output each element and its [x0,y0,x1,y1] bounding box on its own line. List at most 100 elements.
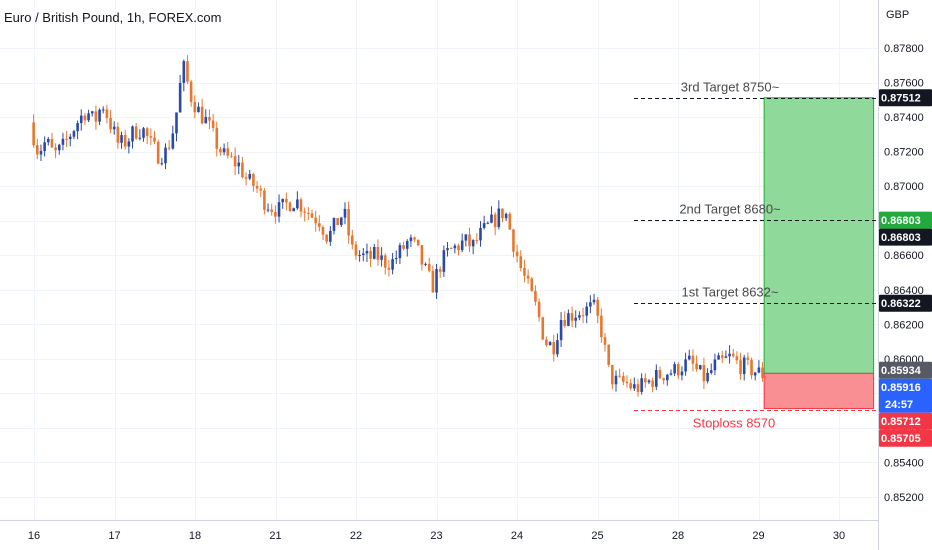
candle-up [68,136,72,140]
price-tag [879,412,932,430]
candle-down [94,111,98,122]
candle-down [109,117,112,130]
candle-down [515,251,519,257]
candle-up [684,359,687,372]
candle-down [354,244,358,256]
candle-up [101,109,105,111]
candle-up [435,269,438,293]
time-tick-label: 25 [591,530,603,542]
candle-down [186,61,189,82]
candle-up [43,142,46,152]
candle-down [420,245,424,265]
candle-down [731,353,735,357]
profit-zone [763,97,875,374]
price-tag-value: 0.85916 [881,382,921,394]
candle-up [446,248,449,251]
candle-up [222,148,226,153]
candle-down [735,356,739,361]
candle-up [479,227,482,241]
candle-down [501,208,504,219]
candle-down [530,278,534,291]
candle-down [226,148,230,156]
price-tag [879,429,932,447]
candle-up [757,367,761,373]
candle-up [365,250,369,254]
candle-up [358,255,361,257]
candle-up [61,138,65,145]
candle-down [252,174,255,186]
time-tick-label: 22 [350,530,362,542]
candle-down [702,365,706,382]
candle-down [347,208,350,236]
candle-down [581,315,585,317]
candle-down [468,234,471,247]
candle-up [706,372,709,382]
candle-up [567,313,570,326]
candle-up [292,208,295,212]
candle-down [508,213,512,230]
price-tag [879,89,932,107]
candle-up [57,144,61,151]
candle-down [512,229,515,252]
candle-up [237,162,241,167]
candle-down [739,360,742,375]
price-tag-value: 0.86803 [881,215,921,227]
candle-up [182,61,186,83]
target-label: 3rd Target 8750~ [681,80,780,95]
time-tick-label: 29 [752,530,764,542]
candle-up [127,141,131,147]
candle-up [138,137,142,139]
candle-up [728,353,731,357]
candle-down [350,235,354,245]
candle-down [189,81,193,102]
candle-down [288,202,292,212]
stoploss-label: Stoploss 8570 [693,416,775,431]
candle-up [589,302,592,307]
candle-down [219,148,222,153]
candle-down [156,141,160,164]
price-tick-label: 0.87800 [884,43,924,55]
candle-up [98,109,101,122]
target-label: 2nd Target 8680~ [679,202,781,217]
candle-up [79,115,83,124]
candle-up [633,384,636,389]
price-tag [879,294,932,312]
candle-down [259,188,263,191]
candle-down [123,135,127,147]
candle-down [526,275,530,279]
candle-up [742,357,746,375]
candle-down [376,247,380,260]
candle-down [431,270,435,293]
candle-up [647,380,651,383]
price-tag [879,228,932,246]
candle-down [636,384,640,392]
candle-up [171,133,175,149]
candle-up [204,117,208,124]
candle-down [449,248,453,250]
candle-down [241,162,244,178]
candle-down [325,234,328,242]
grid-lines [0,0,878,520]
price-tick-label: 0.87600 [884,78,924,90]
price-tick-label: 0.85200 [884,492,924,504]
candle-down [519,256,523,269]
price-tag-value: 0.86803 [881,232,921,244]
price-tag-value: 0.85705 [881,433,921,445]
candle-up [592,299,596,303]
candle-up [578,315,581,318]
candle-up [197,106,200,113]
candle-down [545,339,548,346]
candle-down [318,223,321,228]
candle-up [665,374,669,381]
candle-up [343,208,347,218]
candle-up [281,198,285,203]
price-tick-label: 0.86600 [884,250,924,262]
time-tick-label: 24 [511,530,523,542]
candle-up [698,365,702,370]
candle-down [369,250,372,259]
time-tick-label: 28 [672,530,684,542]
time-axis[interactable]: 16 17 18 21 22 23 24 25 28 29 30 [28,530,845,542]
candle-down [299,199,303,212]
candle-up [160,163,164,165]
